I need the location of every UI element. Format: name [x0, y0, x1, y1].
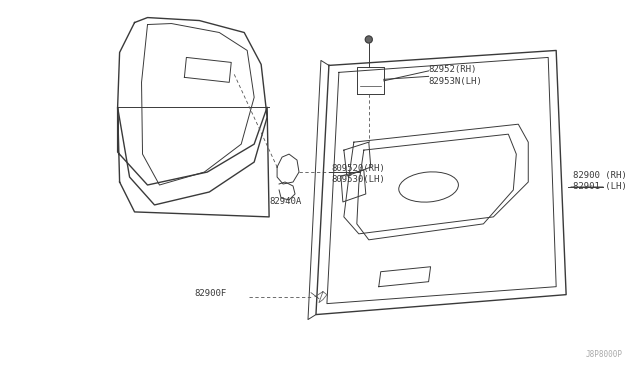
Text: 82900F: 82900F [195, 289, 227, 298]
Text: J8P8000P: J8P8000P [586, 350, 623, 359]
Text: 809520(RH)
809530(LH): 809520(RH) 809530(LH) [331, 164, 385, 185]
Circle shape [365, 36, 372, 43]
Text: 82952(RH)
82953N(LH): 82952(RH) 82953N(LH) [429, 65, 483, 86]
Text: 82940A: 82940A [269, 197, 301, 206]
Ellipse shape [399, 172, 458, 202]
Text: 82900 (RH)
82901 (LH): 82900 (RH) 82901 (LH) [573, 171, 627, 192]
